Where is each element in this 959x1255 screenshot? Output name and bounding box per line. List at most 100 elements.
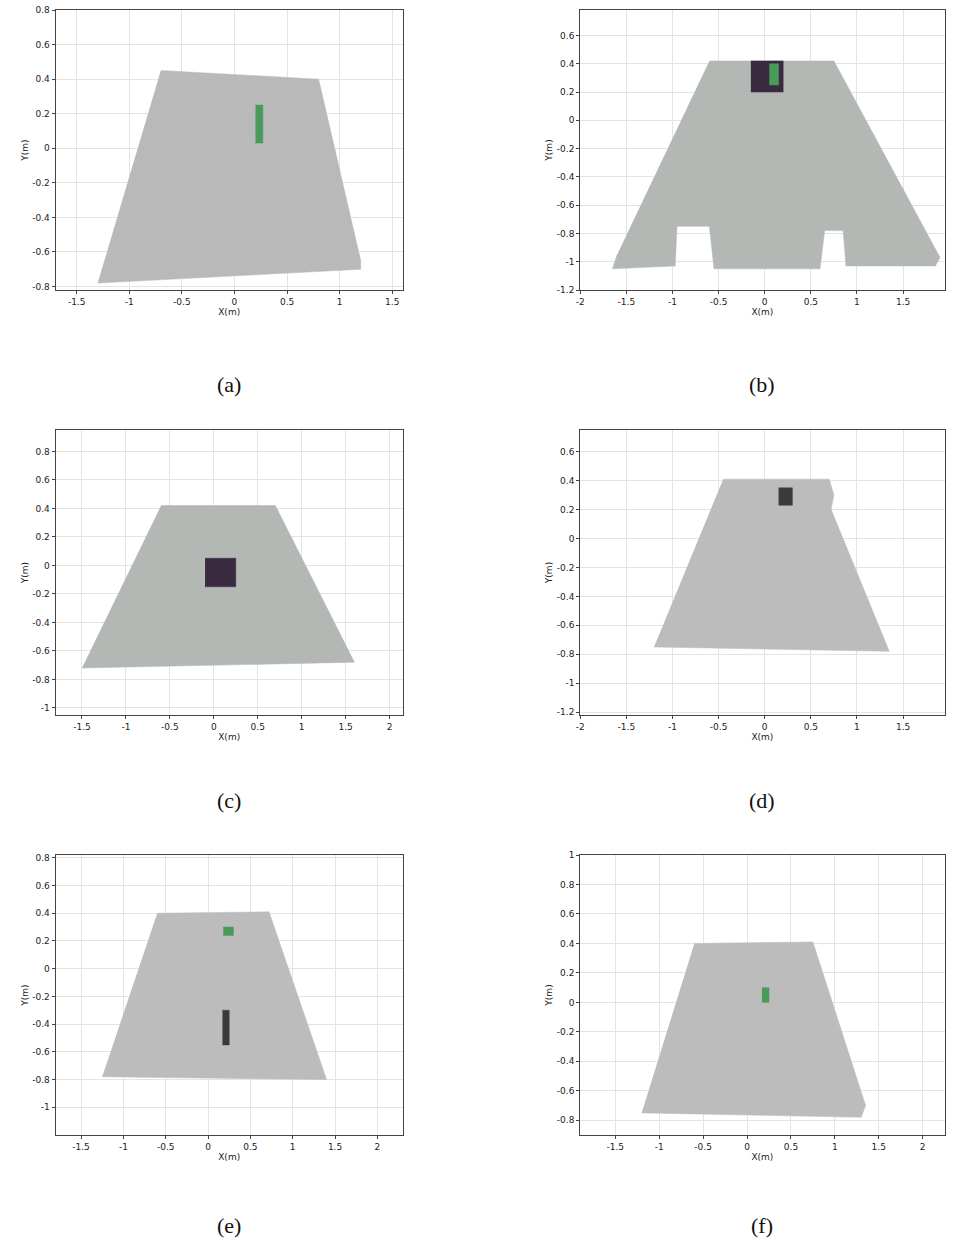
svg-text:-2: -2 [576, 297, 585, 307]
svg-text:-0.4: -0.4 [32, 213, 50, 223]
svg-text:0: 0 [44, 561, 50, 571]
svg-text:0: 0 [205, 1142, 211, 1152]
svg-text:-0.4: -0.4 [32, 618, 50, 628]
svg-text:-0.6: -0.6 [32, 1047, 50, 1057]
svg-text:(f): (f) [751, 1213, 773, 1238]
svg-text:-0.6: -0.6 [557, 1086, 575, 1096]
svg-text:Y(m): Y(m) [544, 984, 554, 1006]
svg-text:Y(m): Y(m) [20, 139, 30, 161]
svg-text:-0.5: -0.5 [173, 297, 191, 307]
svg-text:0.6: 0.6 [560, 31, 575, 41]
svg-text:-1: -1 [41, 1102, 50, 1112]
svg-text:-0.5: -0.5 [710, 722, 728, 732]
svg-text:0: 0 [569, 998, 575, 1008]
svg-text:X(m): X(m) [218, 1152, 240, 1162]
svg-text:0: 0 [569, 115, 575, 125]
svg-text:0.4: 0.4 [35, 908, 50, 918]
svg-text:0.5: 0.5 [804, 297, 818, 307]
svg-text:-1.5: -1.5 [607, 1142, 625, 1152]
svg-text:1: 1 [832, 1142, 838, 1152]
svg-text:-1.2: -1.2 [557, 285, 575, 295]
svg-text:2: 2 [920, 1142, 926, 1152]
svg-text:Y(m): Y(m) [544, 139, 554, 161]
svg-text:1: 1 [337, 297, 343, 307]
svg-text:-0.4: -0.4 [557, 1056, 575, 1066]
svg-text:-0.8: -0.8 [557, 649, 575, 659]
svg-text:0: 0 [762, 722, 768, 732]
svg-text:-1: -1 [668, 722, 677, 732]
svg-text:X(m): X(m) [218, 307, 240, 317]
svg-text:X(m): X(m) [751, 307, 773, 317]
svg-text:-1: -1 [41, 703, 50, 713]
svg-text:-0.8: -0.8 [32, 1075, 50, 1085]
svg-text:0.6: 0.6 [35, 881, 50, 891]
svg-text:0.4: 0.4 [560, 939, 575, 949]
svg-text:X(m): X(m) [751, 732, 773, 742]
svg-text:1.5: 1.5 [896, 722, 910, 732]
svg-text:-1.5: -1.5 [68, 297, 86, 307]
svg-text:-0.5: -0.5 [710, 297, 728, 307]
svg-text:(b): (b) [749, 372, 775, 397]
svg-text:0.6: 0.6 [560, 909, 575, 919]
svg-text:(e): (e) [217, 1213, 241, 1238]
svg-text:0: 0 [569, 534, 575, 544]
svg-text:-0.6: -0.6 [32, 646, 50, 656]
svg-text:0: 0 [762, 297, 768, 307]
svg-text:-0.8: -0.8 [32, 675, 50, 685]
svg-text:0.2: 0.2 [35, 532, 49, 542]
svg-text:0.6: 0.6 [35, 40, 50, 50]
svg-text:0: 0 [44, 964, 50, 974]
svg-text:2: 2 [375, 1142, 381, 1152]
svg-text:0.4: 0.4 [35, 74, 50, 84]
svg-text:1: 1 [299, 722, 305, 732]
svg-text:1: 1 [290, 1142, 296, 1152]
svg-text:1: 1 [854, 722, 860, 732]
svg-text:1.5: 1.5 [385, 297, 399, 307]
svg-text:-0.8: -0.8 [557, 229, 575, 239]
svg-text:1.5: 1.5 [338, 722, 352, 732]
svg-text:-1.5: -1.5 [618, 297, 636, 307]
svg-text:0.2: 0.2 [560, 505, 574, 515]
svg-text:(a): (a) [217, 372, 241, 397]
svg-text:-0.5: -0.5 [694, 1142, 712, 1152]
svg-text:2: 2 [387, 722, 393, 732]
svg-text:1.5: 1.5 [896, 297, 910, 307]
svg-text:-1.5: -1.5 [72, 1142, 90, 1152]
svg-text:Y(m): Y(m) [544, 562, 554, 584]
svg-text:1.5: 1.5 [872, 1142, 886, 1152]
svg-text:-0.8: -0.8 [557, 1115, 575, 1125]
svg-text:-1.5: -1.5 [618, 722, 636, 732]
svg-text:0.8: 0.8 [35, 853, 50, 863]
svg-text:-0.2: -0.2 [32, 992, 50, 1002]
svg-text:1: 1 [569, 850, 575, 860]
svg-text:-0.4: -0.4 [32, 1019, 50, 1029]
svg-text:-1: -1 [668, 297, 677, 307]
svg-text:0.5: 0.5 [280, 297, 294, 307]
svg-text:0.2: 0.2 [35, 109, 49, 119]
svg-text:-0.6: -0.6 [557, 200, 575, 210]
svg-text:-0.2: -0.2 [32, 178, 50, 188]
svg-text:-0.5: -0.5 [161, 722, 179, 732]
svg-text:0: 0 [211, 722, 217, 732]
svg-text:0.2: 0.2 [560, 87, 574, 97]
svg-text:-1.5: -1.5 [73, 722, 91, 732]
svg-text:(d): (d) [749, 788, 775, 813]
svg-text:-0.2: -0.2 [32, 589, 50, 599]
svg-text:0: 0 [44, 143, 50, 153]
svg-text:0: 0 [744, 1142, 750, 1152]
svg-text:0.4: 0.4 [35, 504, 50, 514]
svg-text:-1: -1 [565, 257, 574, 267]
svg-text:-0.4: -0.4 [557, 592, 575, 602]
svg-text:0.5: 0.5 [251, 722, 265, 732]
svg-text:0.2: 0.2 [35, 936, 49, 946]
svg-text:-2: -2 [576, 722, 585, 732]
svg-text:0.5: 0.5 [804, 722, 818, 732]
svg-text:-0.2: -0.2 [557, 563, 575, 573]
svg-text:1.5: 1.5 [328, 1142, 342, 1152]
svg-text:Y(m): Y(m) [20, 562, 30, 584]
svg-text:0.5: 0.5 [784, 1142, 798, 1152]
svg-text:0.4: 0.4 [560, 476, 575, 486]
svg-text:-0.4: -0.4 [557, 172, 575, 182]
svg-text:X(m): X(m) [218, 732, 240, 742]
svg-text:Y(m): Y(m) [20, 984, 30, 1006]
